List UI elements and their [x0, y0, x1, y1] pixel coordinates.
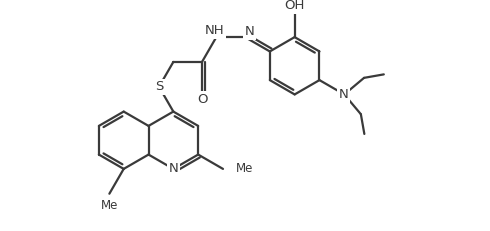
Text: NH: NH — [205, 24, 224, 37]
Text: S: S — [155, 80, 163, 93]
Text: O: O — [197, 93, 207, 106]
Text: Me: Me — [100, 199, 118, 212]
Text: Me: Me — [236, 162, 254, 175]
Text: N: N — [245, 25, 255, 38]
Text: OH: OH — [285, 0, 305, 12]
Text: N: N — [339, 88, 348, 101]
Text: N: N — [169, 162, 178, 175]
